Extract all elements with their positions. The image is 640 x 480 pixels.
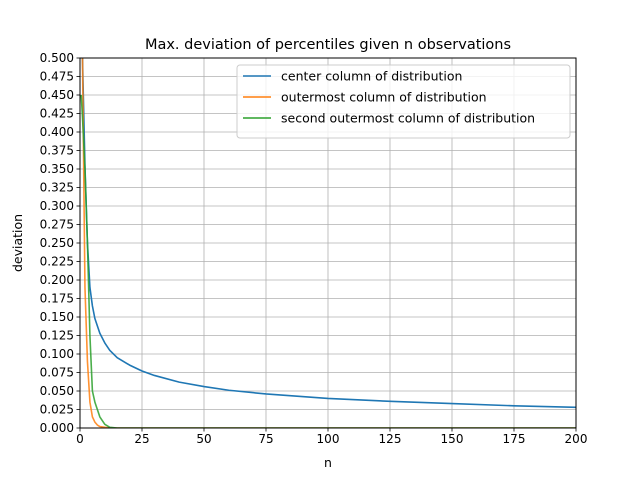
legend-label: center column of distribution <box>281 69 462 84</box>
y-tick-label: 0.175 <box>40 292 74 306</box>
series-line-3 <box>80 94 576 428</box>
y-tick-label: 0.425 <box>40 107 74 121</box>
x-tick-label: 25 <box>134 432 149 446</box>
y-tick-label: 0.150 <box>40 310 74 324</box>
axis-ticks: 0 25 50 75 100 125 150 175 200 0.000 0.025 0.050 0.0… <box>40 51 588 446</box>
y-tick-label: 0.250 <box>40 236 74 250</box>
x-tick-label: 175 <box>503 432 526 446</box>
y-tick-label: 0.350 <box>40 162 74 176</box>
series-line-1 <box>81 58 576 409</box>
y-tick-label: 0.000 <box>40 421 74 435</box>
y-tick-label: 0.125 <box>40 329 74 343</box>
y-tick-label: 0.400 <box>40 125 74 139</box>
x-tick-label: 100 <box>317 432 340 446</box>
x-axis-label: n <box>324 455 332 470</box>
chart-title: Max. deviation of percentiles given n ob… <box>145 37 511 53</box>
legend-box <box>236 64 571 139</box>
plot-lines <box>80 58 576 428</box>
x-tick-label: 125 <box>379 432 402 446</box>
y-tick-label: 0.225 <box>40 255 74 269</box>
y-tick-label: 0.275 <box>40 218 74 232</box>
y-tick-label: 0.475 <box>40 70 74 84</box>
y-tick-label: 0.200 <box>40 273 74 287</box>
y-tick-label: 0.100 <box>40 347 74 361</box>
y-tick-label: 0.450 <box>40 88 74 102</box>
series-line-2 <box>81 58 576 428</box>
legend: center column of distribution outermost c… <box>236 64 571 139</box>
x-tick-label: 200 <box>565 432 588 446</box>
y-tick-label: 0.050 <box>40 384 74 398</box>
x-tick-label: 75 <box>258 432 273 446</box>
y-tick-label: 0.075 <box>40 366 74 380</box>
y-axis-label: deviation <box>10 214 25 272</box>
y-tick-label: 0.025 <box>40 403 74 417</box>
legend-label: outermost column of distribution <box>281 90 487 105</box>
y-tick-label: 0.375 <box>40 144 74 158</box>
x-tick-label: 150 <box>441 432 464 446</box>
y-tick-label: 0.500 <box>40 51 74 65</box>
y-tick-label: 0.325 <box>40 181 74 195</box>
legend-label: second outermost column of distribution <box>281 111 535 126</box>
y-tick-label: 0.300 <box>40 199 74 213</box>
x-tick-label: 0 <box>76 432 84 446</box>
x-tick-label: 50 <box>196 432 211 446</box>
